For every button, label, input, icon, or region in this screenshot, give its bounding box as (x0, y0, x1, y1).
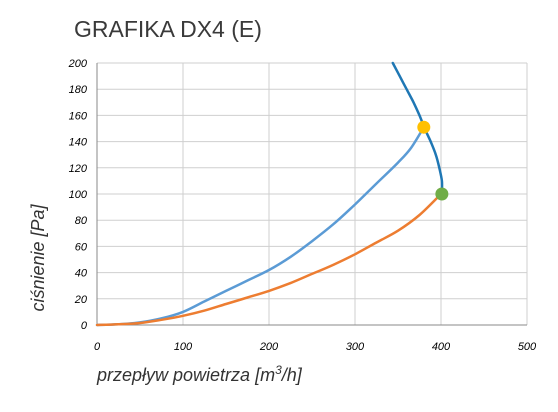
x-tick-labels: 0 100 200 300 400 500 (94, 341, 537, 353)
y-tick-label: 60 (75, 241, 88, 253)
x-axis-label-main: przepływ powietrza [m (96, 365, 275, 385)
x-axis-label-sup: 3 (275, 363, 282, 377)
y-tick-label: 160 (69, 110, 88, 122)
x-tick-label: 0 (94, 341, 101, 353)
y-tick-labels: 0 20 40 60 80 100 120 140 160 180 200 (68, 58, 88, 332)
marker-point-2 (435, 187, 449, 201)
y-tick-label: 80 (75, 215, 88, 227)
plot-frame (96, 63, 527, 326)
y-tick-label: 100 (69, 189, 88, 201)
y-tick-label: 180 (69, 84, 88, 96)
x-axis-label-tail: /h] (280, 365, 303, 385)
y-tick-label: 40 (75, 268, 88, 280)
x-tick-label: 500 (518, 341, 537, 353)
x-tick-label: 300 (346, 341, 365, 353)
series-line-2 (95, 192, 443, 327)
y-tick-label: 20 (74, 294, 88, 306)
chart-title: GRAFIKA DX4 (E) (74, 16, 262, 42)
markers-group (417, 120, 449, 201)
grid (96, 62, 528, 326)
x-tick-label: 200 (259, 341, 279, 353)
series-line-1 (95, 125, 426, 327)
x-axis-label: przepływ powietrza [m3/h] (96, 363, 303, 385)
marker-point-1 (417, 120, 431, 134)
y-tick-label: 120 (69, 163, 88, 175)
y-axis-label: ciśnienie [Pa] (28, 203, 48, 311)
x-tick-label: 400 (432, 341, 451, 353)
x-tick-label: 100 (174, 341, 193, 353)
y-tick-label: 0 (81, 320, 88, 332)
y-tick-label: 200 (68, 58, 88, 70)
y-tick-label: 140 (69, 137, 88, 149)
